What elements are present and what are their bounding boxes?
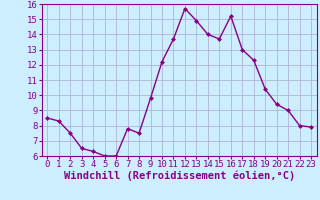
- X-axis label: Windchill (Refroidissement éolien,°C): Windchill (Refroidissement éolien,°C): [64, 171, 295, 181]
